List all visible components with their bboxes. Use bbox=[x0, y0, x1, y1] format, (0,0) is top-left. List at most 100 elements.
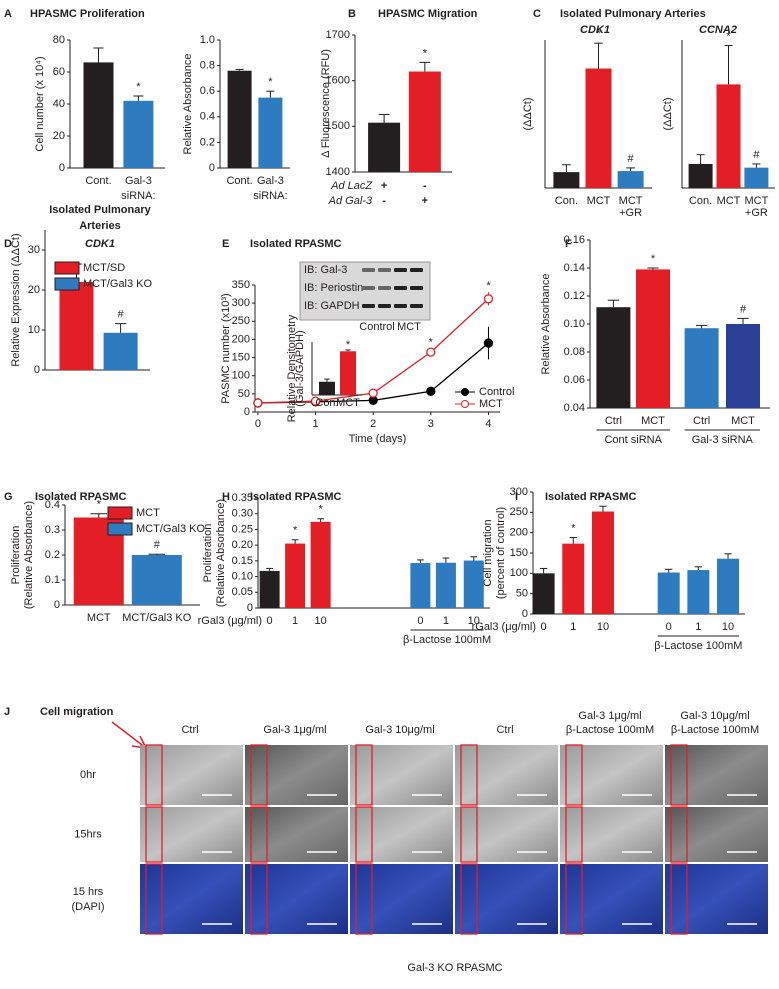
panel-letter: H bbox=[222, 491, 230, 503]
y-tick-label: 0.25 bbox=[232, 523, 253, 535]
y-tick-label: 0.06 bbox=[564, 374, 585, 386]
panel-letter: E bbox=[222, 238, 229, 250]
bar bbox=[408, 71, 441, 172]
blot-band bbox=[362, 304, 375, 308]
blot-row-label: IB: Gal-3 bbox=[304, 264, 347, 276]
micrograph bbox=[140, 864, 243, 934]
bar bbox=[596, 307, 631, 408]
group-label: Gal-3 siRNA bbox=[692, 434, 754, 446]
x-tick-label: 3 bbox=[428, 418, 434, 430]
significance-mark: * bbox=[726, 30, 731, 42]
legend-swatch bbox=[54, 261, 80, 275]
column-label: Gal-3 10μg/ml bbox=[365, 724, 434, 736]
bar bbox=[435, 562, 456, 608]
x-tick-label: MCT bbox=[336, 397, 360, 409]
legend-swatch bbox=[54, 277, 80, 291]
bar bbox=[553, 172, 580, 188]
micrograph bbox=[665, 807, 768, 862]
panel-title: Isolated RPASMC bbox=[250, 238, 342, 250]
blot-band bbox=[378, 304, 391, 308]
legend-marker bbox=[461, 400, 469, 408]
bar bbox=[285, 543, 306, 608]
x-tick-label: 10 bbox=[597, 621, 609, 633]
micrograph bbox=[560, 864, 663, 934]
bar bbox=[463, 560, 484, 608]
wound-region-box bbox=[670, 863, 688, 935]
y-tick-label: 0 bbox=[59, 162, 65, 174]
y-axis-label: Relative Expression (ΔΔCt) bbox=[10, 233, 22, 366]
y-tick-label: 0 bbox=[247, 602, 253, 614]
x-tick-label: 0 bbox=[417, 615, 423, 627]
y-tick-label: 0.16 bbox=[564, 234, 585, 246]
y-tick-label: 150 bbox=[232, 351, 250, 363]
y-tick-label: 0.14 bbox=[564, 262, 585, 274]
point bbox=[310, 396, 321, 406]
bar bbox=[83, 62, 114, 168]
micrograph bbox=[245, 864, 348, 934]
micrograph bbox=[350, 745, 453, 805]
blot-band bbox=[378, 268, 391, 272]
micrograph bbox=[455, 807, 558, 862]
y-tick-label: 200 bbox=[510, 527, 528, 539]
y-tick-label: 1700 bbox=[326, 29, 350, 41]
x-tick-label: MCT bbox=[619, 195, 643, 207]
significance-mark: # bbox=[628, 153, 635, 165]
bar bbox=[532, 573, 555, 614]
bar bbox=[585, 68, 612, 188]
micrograph bbox=[560, 807, 663, 862]
y-tick-label: 0 bbox=[244, 406, 250, 418]
panel-letter: D bbox=[4, 238, 12, 250]
y-tick-label: 350 bbox=[232, 279, 250, 291]
y-tick-label: 80 bbox=[53, 34, 65, 46]
significance-mark: * bbox=[318, 504, 323, 516]
wound-region-box bbox=[145, 863, 163, 935]
y-tick-label: 0.12 bbox=[564, 290, 585, 302]
x-axis-label: siRNA: bbox=[253, 190, 287, 202]
x-tick-label: MCT/Gal3 KO bbox=[122, 612, 192, 624]
x-tick-label: MCT bbox=[587, 195, 611, 207]
blot-lane-label: Control bbox=[359, 321, 394, 333]
significance-mark: * bbox=[136, 81, 141, 93]
y-tick-label: 20 bbox=[28, 284, 40, 296]
wound-region-box bbox=[145, 806, 163, 863]
micrograph bbox=[245, 807, 348, 862]
y-tick-label: 0.8 bbox=[200, 60, 215, 72]
y-tick-label: 200 bbox=[232, 333, 250, 345]
x-tick-label: 1 bbox=[570, 621, 576, 633]
panel-title: Isolated RPASMC bbox=[35, 491, 127, 503]
wound-region-box bbox=[565, 744, 583, 806]
blot-row-label: IB: Periostin bbox=[304, 282, 363, 294]
y-axis-label: Relative Absorbance bbox=[540, 274, 552, 375]
y-tick-label: 0.3 bbox=[45, 524, 60, 536]
legend-swatch bbox=[107, 506, 133, 520]
x-tick-label: 4 bbox=[485, 418, 491, 430]
y-tick-label: 10 bbox=[28, 324, 40, 336]
y-tick-label: 0.1 bbox=[45, 574, 60, 586]
x-axis-label: siRNA: bbox=[121, 190, 155, 202]
x-tick-label: MCT bbox=[641, 415, 665, 427]
panel-title: Isolated Pulmonary Arteries bbox=[560, 8, 706, 20]
x-tick-label: 10 bbox=[722, 621, 734, 633]
panel-title: HPASMC Migration bbox=[378, 8, 478, 20]
x-table-cell: - bbox=[423, 180, 427, 192]
micrograph bbox=[140, 745, 243, 805]
blot-band bbox=[394, 286, 407, 290]
y-tick-label: 0.2 bbox=[200, 136, 215, 148]
y-axis-label: (Gal-3/GAPDH) bbox=[294, 330, 306, 406]
blot-band bbox=[378, 286, 391, 290]
wound-region-box bbox=[460, 806, 478, 863]
panel-title: Cell migration bbox=[40, 706, 114, 718]
bar bbox=[562, 543, 585, 614]
column-label: Ctrl bbox=[496, 724, 513, 736]
y-tick-label: 50 bbox=[238, 388, 250, 400]
wound-region-box bbox=[565, 863, 583, 935]
y-tick-label: 0.15 bbox=[232, 555, 253, 567]
x-tick-label: Cont. bbox=[85, 175, 111, 187]
legend-label: MCT/Gal3 KO bbox=[83, 278, 153, 290]
y-tick-label: 0.10 bbox=[232, 570, 253, 582]
y-axis-label: (percent of control) bbox=[495, 507, 507, 599]
significance-mark: * bbox=[293, 525, 298, 537]
panel-letter: A bbox=[4, 8, 12, 20]
micrograph bbox=[665, 745, 768, 805]
